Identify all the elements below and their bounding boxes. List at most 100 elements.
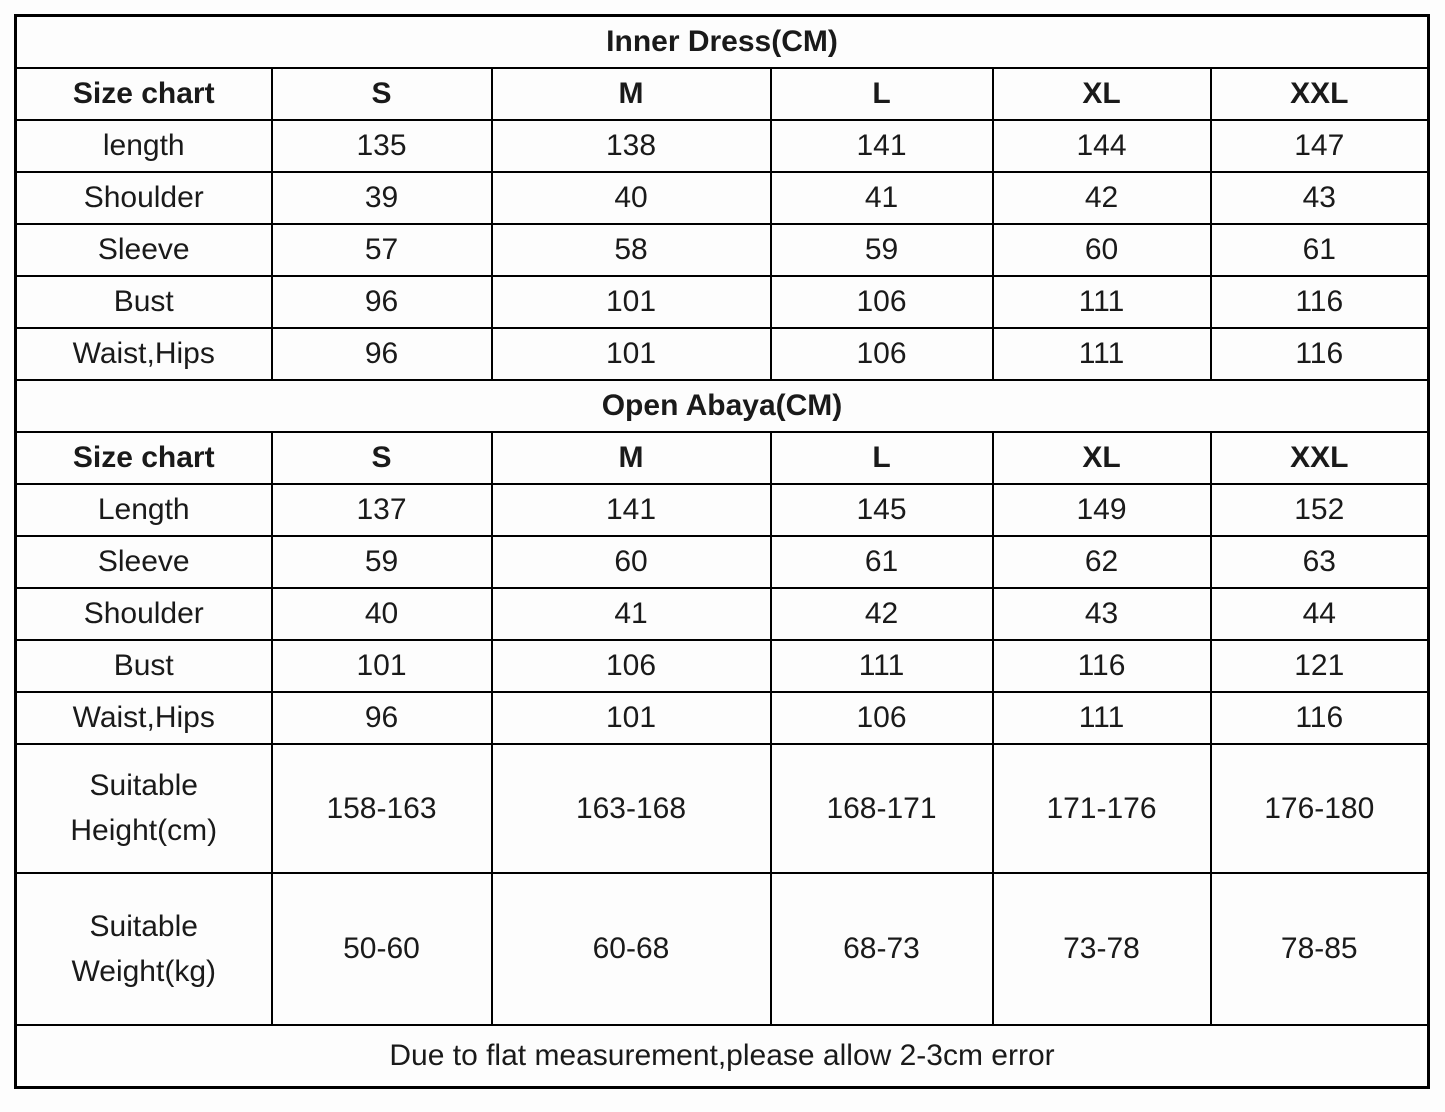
table-row: Sleeve 59 60 61 62 63 <box>14 534 1430 589</box>
table-row: Shoulder 40 41 42 43 44 <box>14 586 1430 641</box>
table-row: Length 137 141 145 149 152 <box>14 482 1430 537</box>
measurement-value: 96 <box>270 690 493 745</box>
measurement-value: 73-78 <box>991 871 1212 1026</box>
measurement-value: 101 <box>490 690 772 745</box>
measurement-value: 111 <box>769 638 994 693</box>
measurement-label: Suitable Height(cm) <box>14 742 273 874</box>
size-column-header: XL <box>991 66 1212 121</box>
measurement-value: 42 <box>991 170 1212 225</box>
measurement-value: 106 <box>769 690 994 745</box>
measurement-value: 59 <box>270 534 493 589</box>
measurement-value: 176-180 <box>1209 742 1430 874</box>
measurement-label: Suitable Weight(kg) <box>14 871 273 1026</box>
size-header-row: Size chart S M L XL XXL <box>14 430 1430 485</box>
measurement-value: 144 <box>991 118 1212 173</box>
size-column-header: XL <box>991 430 1212 485</box>
measurement-value: 96 <box>270 326 493 381</box>
measurement-value: 149 <box>991 482 1212 537</box>
size-header-row: Size chart S M L XL XXL <box>14 66 1430 121</box>
table-row: Bust 96 101 106 111 116 <box>14 274 1430 329</box>
table-row: Suitable Weight(kg) 50-60 60-68 68-73 73-78 7… <box>14 871 1430 1026</box>
section-title-row: Inner Dress(CM) <box>14 14 1430 69</box>
measurement-value: 60 <box>490 534 772 589</box>
measurement-value: 106 <box>769 274 994 329</box>
measurement-value: 116 <box>1209 326 1430 381</box>
measurement-value: 39 <box>270 170 493 225</box>
measurement-value: 163-168 <box>490 742 772 874</box>
measurement-value: 41 <box>769 170 994 225</box>
measurement-value: 158-163 <box>270 742 493 874</box>
table-row: length 135 138 141 144 147 <box>14 118 1430 173</box>
measurement-value: 135 <box>270 118 493 173</box>
measurement-value: 138 <box>490 118 772 173</box>
measurement-label: Bust <box>14 274 273 329</box>
size-column-header: S <box>270 430 493 485</box>
measurement-label: Sleeve <box>14 222 273 277</box>
measurement-value: 43 <box>1209 170 1430 225</box>
measurement-value: 116 <box>991 638 1212 693</box>
measurement-value: 63 <box>1209 534 1430 589</box>
measurement-value: 42 <box>769 586 994 641</box>
measurement-value: 62 <box>991 534 1212 589</box>
section-title: Open Abaya(CM) <box>14 378 1430 433</box>
measurement-value: 145 <box>769 482 994 537</box>
measurement-value: 60-68 <box>490 871 772 1026</box>
size-column-header: L <box>769 430 994 485</box>
measurement-value: 106 <box>769 326 994 381</box>
table-row: Suitable Height(cm) 158-163 163-168 168-171… <box>14 742 1430 874</box>
size-chart-corner-header: Size chart <box>14 66 273 121</box>
measurement-value: 101 <box>270 638 493 693</box>
measurement-value: 68-73 <box>769 871 994 1026</box>
measurement-value: 101 <box>490 274 772 329</box>
measurement-value: 168-171 <box>769 742 994 874</box>
measurement-value: 141 <box>769 118 994 173</box>
measurement-value: 106 <box>490 638 772 693</box>
section-title-row: Open Abaya(CM) <box>14 378 1430 433</box>
measurement-value: 59 <box>769 222 994 277</box>
measurement-label: length <box>14 118 273 173</box>
measurement-value: 41 <box>490 586 772 641</box>
measurement-label: Shoulder <box>14 170 273 225</box>
measurement-value: 111 <box>991 274 1212 329</box>
measurement-value: 152 <box>1209 482 1430 537</box>
measurement-value: 60 <box>991 222 1212 277</box>
measurement-value: 116 <box>1209 274 1430 329</box>
size-column-header: M <box>490 430 772 485</box>
measurement-value: 111 <box>991 326 1212 381</box>
measurement-value: 40 <box>490 170 772 225</box>
size-chart-corner-header: Size chart <box>14 430 273 485</box>
table-row: Waist,Hips 96 101 106 111 116 <box>14 690 1430 745</box>
section-title: Inner Dress(CM) <box>14 14 1430 69</box>
measurement-value: 141 <box>490 482 772 537</box>
size-column-header: S <box>270 66 493 121</box>
measurement-value: 101 <box>490 326 772 381</box>
measurement-value: 43 <box>991 586 1212 641</box>
measurement-value: 111 <box>991 690 1212 745</box>
measurement-value: 121 <box>1209 638 1430 693</box>
measurement-value: 50-60 <box>270 871 493 1026</box>
measurement-value: 61 <box>769 534 994 589</box>
size-column-header: M <box>490 66 772 121</box>
footer-note-row: Due to flat measurement,please allow 2-3… <box>14 1023 1430 1089</box>
measurement-value: 44 <box>1209 586 1430 641</box>
table-row: Shoulder 39 40 41 42 43 <box>14 170 1430 225</box>
table-row: Bust 101 106 111 116 121 <box>14 638 1430 693</box>
measurement-label: Waist,Hips <box>14 690 273 745</box>
measurement-value: 171-176 <box>991 742 1212 874</box>
measurement-value: 137 <box>270 482 493 537</box>
measurement-value: 40 <box>270 586 493 641</box>
size-column-header: L <box>769 66 994 121</box>
size-chart-table-body: Inner Dress(CM) Size chart S M L XL XXL length 1… <box>14 14 1430 1089</box>
measurement-label: Shoulder <box>14 586 273 641</box>
measurement-value: 61 <box>1209 222 1430 277</box>
table-row: Sleeve 57 58 59 60 61 <box>14 222 1430 277</box>
measurement-value: 147 <box>1209 118 1430 173</box>
measurement-value: 57 <box>270 222 493 277</box>
measurement-value: 116 <box>1209 690 1430 745</box>
measurement-label: Sleeve <box>14 534 273 589</box>
measurement-label: Length <box>14 482 273 537</box>
measurement-label: Bust <box>14 638 273 693</box>
size-chart-table: Inner Dress(CM) Size chart S M L XL XXL length 1… <box>14 14 1431 1089</box>
size-column-header: XXL <box>1209 66 1430 121</box>
